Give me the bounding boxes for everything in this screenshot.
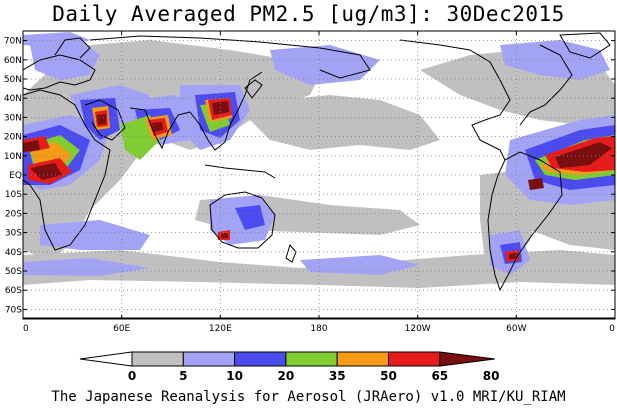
lb-arctic-left [23, 32, 90, 48]
coast-arabia [84, 99, 126, 141]
footer-credit: The Japanese Reanalysis for Aerosol (JRA… [51, 389, 566, 405]
colorbar-swatch [336, 351, 390, 367]
m-india [152, 122, 163, 132]
colorbar-level-label: 35 [329, 369, 346, 383]
m-west-africa [23, 140, 40, 152]
lat-tick-label: 20N [4, 133, 22, 143]
lat-tick-label: 50S [5, 267, 22, 277]
lat-tick-label: 60S [5, 286, 22, 296]
gray-north-pacific [240, 95, 440, 150]
m-amazon [528, 178, 544, 190]
colorbar-swatch [285, 351, 338, 367]
colorbar-level-label: 80 [483, 369, 500, 383]
colorbar-swatch [388, 351, 441, 367]
colorbar-level-label: 50 [380, 369, 397, 383]
lat-tick-label: 10N [4, 152, 22, 162]
lb-europe [30, 40, 100, 80]
lon-tick-label: 0 [609, 324, 615, 334]
coast-australia [209, 191, 276, 249]
lat-tick-label: 70N [4, 37, 22, 47]
colorbar-swatch [131, 351, 184, 367]
lon-tick-label: 60W [506, 324, 526, 334]
coast-greenland [559, 32, 611, 59]
lat-tick-label: 50N [4, 75, 22, 85]
lat-tick-label: EQ [9, 171, 22, 181]
m-south-america [509, 253, 517, 259]
lb-southern-band [23, 258, 150, 276]
lat-tick-label: 60N [4, 56, 22, 66]
m-atlantic [555, 142, 612, 168]
lon-tick-label: 120E [209, 324, 232, 334]
graticule [23, 31, 615, 319]
lat-tick-label: 40N [4, 94, 22, 104]
colorbar-arrow-high [439, 351, 495, 367]
coast-se-asia [189, 71, 263, 151]
m-sahel [30, 163, 62, 180]
coast-indonesia [204, 164, 276, 179]
colorbar-level-label: 10 [226, 369, 243, 383]
m-australia [221, 233, 228, 238]
colorbar-level-label: 20 [278, 369, 295, 383]
lat-tick-label: 40S [5, 248, 22, 258]
coast-north-america-east [519, 44, 573, 126]
colorbar-swatch [234, 351, 287, 367]
lat-tick-label: 20S [5, 209, 22, 219]
lb-south-indian-ocean [40, 220, 150, 250]
colorbar-level-label: 65 [431, 369, 448, 383]
lon-tick-label: 0 [23, 324, 29, 334]
coast-scandinavia [54, 37, 91, 59]
coast-new-zealand [285, 243, 297, 263]
lon-tick-label: 60E [113, 324, 130, 334]
coast-north-america [399, 39, 511, 161]
lon-tick-label: 120W [405, 324, 431, 334]
lon-tick-label: 180 [310, 324, 327, 334]
colorbar-level-label: 0 [128, 369, 136, 383]
colorbar: 0 5 10 20 35 50 65 80 [79, 351, 500, 383]
lb-southern-pacific [300, 255, 420, 275]
coast-south-america [487, 151, 563, 292]
b-australia [235, 205, 265, 230]
colorbar-arrow-low [79, 351, 133, 367]
lat-tick-label: 30S [5, 229, 22, 239]
level-maroon-regions [23, 101, 612, 259]
lat-tick-label: 30N [4, 113, 22, 123]
lat-tick-label: 10S [5, 190, 22, 200]
lat-tick-label: 70S [5, 305, 22, 315]
m-arabia [97, 114, 106, 125]
longitude-axis: 0 60E 120E 180 120W 60W 0 [22, 31, 616, 334]
latitude-axis: 70N 60N 50N 40N 30N 20N 10N EQ 10S 20S 30S 40S 50S 60… [4, 37, 615, 315]
coast-india [129, 107, 191, 150]
map-title: Daily Averaged PM2.5 [ug/m3]: 30Dec2015 [52, 2, 565, 26]
pm25-field [23, 32, 615, 319]
coast-japan [244, 79, 263, 99]
coast-africa [23, 89, 111, 251]
colorbar-swatch [182, 351, 236, 367]
coast-asia-north [89, 35, 371, 79]
coast-europe [23, 54, 96, 91]
colorbar-level-label: 5 [179, 369, 187, 383]
